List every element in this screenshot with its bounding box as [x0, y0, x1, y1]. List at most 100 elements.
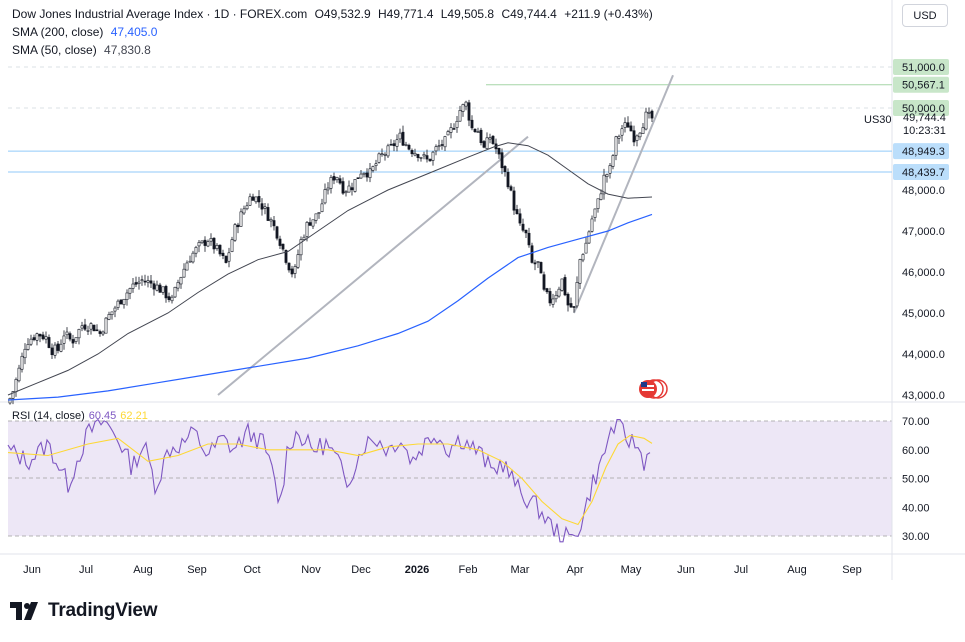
- candle-body: [623, 122, 627, 128]
- candle-body: [221, 252, 225, 257]
- candle-body: [92, 324, 96, 332]
- candle-body: [335, 177, 339, 181]
- candle-body: [191, 252, 195, 263]
- legend-sma50[interactable]: SMA (50, close) 47,830.8: [12, 43, 155, 57]
- candle-body: [542, 274, 546, 290]
- candle-body: [233, 224, 237, 241]
- sma50-line: [7, 142, 653, 396]
- trendline[interactable]: [573, 74, 674, 314]
- candle-body: [482, 141, 486, 148]
- us-flag-icon[interactable]: [639, 379, 668, 399]
- price-level-badge[interactable]: [893, 143, 949, 160]
- candle-body: [23, 348, 27, 359]
- candle-body: [236, 224, 240, 228]
- candle-body: [47, 337, 51, 348]
- candle-body: [56, 343, 60, 351]
- candle-body: [377, 153, 381, 163]
- sma200-line: [7, 213, 653, 401]
- time-tick-label: Mar: [511, 564, 530, 576]
- time-tick-label: Dec: [351, 564, 371, 576]
- candle-body: [572, 306, 576, 308]
- candle-body: [290, 268, 294, 275]
- candle-body: [329, 177, 333, 189]
- price-level-label: 50,567.1: [902, 80, 945, 92]
- legend-main[interactable]: Dow Jones Industrial Average Index · 1D …: [12, 7, 657, 21]
- candle-body: [485, 137, 489, 149]
- price-level-badge[interactable]: [893, 100, 949, 116]
- sma50-label: SMA (50, close): [12, 43, 97, 57]
- candle-body: [101, 331, 105, 335]
- candle-body: [62, 335, 66, 344]
- candle-body: [14, 379, 18, 393]
- rsi-ma-value: 62.21: [120, 410, 148, 422]
- candle-body: [65, 331, 69, 336]
- candle-body: [476, 131, 480, 133]
- candle-body: [116, 300, 120, 308]
- candle-body: [326, 187, 330, 191]
- candle-body: [539, 262, 543, 274]
- candle-body: [632, 130, 636, 143]
- trendline[interactable]: [217, 135, 529, 396]
- candle-body: [287, 262, 291, 271]
- candle-body: [356, 177, 360, 179]
- candle-body: [260, 203, 264, 210]
- candle-body: [74, 337, 78, 342]
- candle-body: [131, 283, 135, 289]
- candle-body: [29, 338, 33, 345]
- rsi-tick-label: 40.00: [902, 502, 930, 514]
- candle-body: [587, 231, 591, 244]
- tradingview-logo[interactable]: TradingView: [10, 600, 158, 622]
- candle-body: [470, 119, 474, 129]
- time-tick-label: Jun: [677, 564, 695, 576]
- candle-body: [50, 347, 54, 356]
- candle-body: [41, 334, 45, 340]
- candle-body: [416, 154, 420, 158]
- candle-body: [374, 163, 378, 166]
- candle-body: [440, 144, 444, 146]
- candle-body: [500, 152, 504, 169]
- candle-body: [533, 262, 537, 265]
- candle-body: [635, 135, 639, 141]
- time-tick-label: Oct: [243, 564, 260, 576]
- sma200-value: 47,405.0: [110, 25, 158, 39]
- candle-body: [26, 344, 30, 350]
- legend-sma200[interactable]: SMA (200, close) 47,405.0: [12, 25, 161, 39]
- candle-body: [80, 325, 84, 329]
- currency-button[interactable]: USD: [902, 4, 948, 27]
- candle-body: [197, 242, 201, 247]
- candle-body: [563, 277, 567, 296]
- candle-body: [449, 127, 453, 133]
- candle-body: [128, 288, 132, 294]
- price-change: +211.9 (+0.43%): [564, 7, 653, 21]
- candle-body: [581, 254, 585, 261]
- time-tick-label: May: [621, 564, 642, 576]
- candle-body: [386, 145, 390, 157]
- candle-body: [17, 367, 21, 382]
- time-tick-label: Aug: [133, 564, 153, 576]
- candle-body: [341, 181, 345, 194]
- candle-body: [176, 282, 180, 289]
- candle-body: [473, 128, 477, 133]
- candle-body: [413, 152, 417, 156]
- symbol-label: US30: [864, 114, 892, 126]
- legend-rsi[interactable]: RSI (14, close) 60.45 62.21: [12, 410, 148, 422]
- candle-body: [293, 266, 297, 274]
- price-level-badge[interactable]: [893, 163, 949, 180]
- candle-body: [113, 307, 117, 312]
- candle-body: [83, 324, 87, 330]
- candle-body: [269, 219, 273, 222]
- candle-body: [149, 280, 153, 284]
- candle-body: [434, 146, 438, 152]
- candle-body: [224, 255, 228, 263]
- candle-body: [218, 244, 222, 255]
- candle-body: [242, 208, 246, 214]
- candle-body: [395, 139, 399, 147]
- price-level-badge[interactable]: [893, 59, 949, 75]
- price-level-badge[interactable]: [893, 76, 949, 93]
- price-tick-label: 45,000.0: [902, 308, 945, 320]
- price-level-label: 48,949.3: [902, 146, 945, 158]
- candle-body: [8, 398, 12, 404]
- candle-body: [143, 280, 147, 283]
- time-tick-label: 2026: [405, 564, 429, 576]
